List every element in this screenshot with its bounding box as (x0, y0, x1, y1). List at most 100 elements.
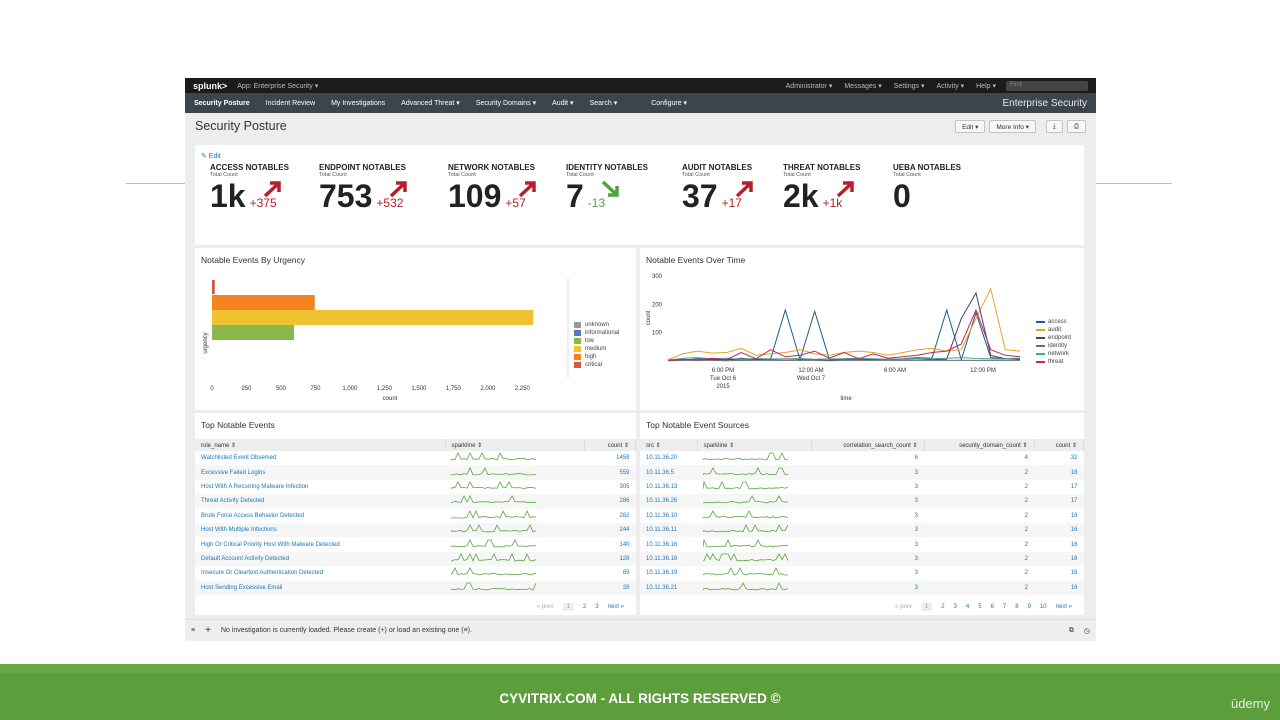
rule-name-link[interactable]: Host Sending Excessive Email (195, 580, 445, 595)
correlation-count-cell[interactable]: 3 (914, 512, 918, 519)
nav-configure[interactable]: Configure ▾ (651, 100, 688, 107)
activity-menu[interactable]: Activity ▾ (936, 82, 965, 90)
table-row[interactable]: High Or Critical Priority Host With Malw… (195, 537, 636, 551)
count-cell[interactable]: 244 (584, 522, 636, 538)
count-cell[interactable]: 305 (619, 483, 630, 490)
rule-name-link[interactable]: Excessive Failed Logins (195, 465, 445, 480)
menu-icon[interactable]: ≡ (191, 627, 196, 634)
bar-critical[interactable] (212, 280, 215, 294)
nav-incident-review[interactable]: Incident Review (265, 99, 316, 107)
count-cell[interactable]: 18 (1034, 465, 1084, 480)
app-selector[interactable]: App: Enterprise Security ▾ (237, 82, 319, 90)
count-cell[interactable]: 559 (584, 465, 636, 480)
count-cell[interactable]: 16 (1034, 580, 1084, 595)
correlation-count-cell[interactable]: 3 (914, 541, 918, 548)
rule-name-link[interactable]: Brute Force Access Behavior Detected (201, 512, 305, 519)
legend-item[interactable]: identity (1036, 342, 1071, 350)
count-cell[interactable]: 16 (1070, 541, 1078, 548)
correlation-count-cell[interactable]: 6 (914, 455, 918, 462)
kpi-identity[interactable]: IDENTITY NOTABLES Total Count 7 -13 (566, 163, 648, 212)
correlation-count-cell[interactable]: 3 (811, 465, 924, 480)
correlation-count-cell[interactable]: 3 (914, 483, 918, 490)
legend-item[interactable]: medium (574, 345, 619, 353)
count-cell[interactable]: 69 (622, 570, 630, 577)
page-link[interactable]: 9 (1027, 604, 1031, 610)
series-threat[interactable] (667, 308, 1021, 361)
correlation-count-cell[interactable]: 3 (914, 570, 918, 577)
settings-menu[interactable]: Settings ▾ (893, 82, 925, 90)
count-cell[interactable]: 16 (1034, 522, 1084, 538)
domain-count-cell[interactable]: 2 (924, 522, 1034, 538)
nav-my-investigations[interactable]: My Investigations (331, 99, 386, 107)
splunk-logo[interactable]: splunk> (193, 80, 228, 91)
clock-icon[interactable]: ◷ (1083, 627, 1090, 635)
rule-name-link[interactable]: High Or Critical Priority Host With Malw… (201, 541, 340, 548)
domain-count-cell[interactable]: 2 (1024, 541, 1028, 548)
src-link[interactable]: 10.11.36.19 (646, 570, 678, 577)
legend-item[interactable]: unknown (574, 321, 619, 329)
col-security-domain-count[interactable]: security_domain_count ⇕ (924, 439, 1035, 451)
nav-security-domains[interactable]: Security Domains ▾ (475, 100, 537, 107)
table-row[interactable]: Excessive Failed Logins 559 (195, 465, 636, 480)
table-row[interactable]: Host Sending Excessive Email 28 (195, 580, 636, 595)
count-cell[interactable]: 16 (1070, 512, 1078, 519)
rule-name-link[interactable]: Host With A Recurring Malware Infection (201, 483, 309, 490)
domain-count-cell[interactable]: 4 (1024, 455, 1028, 462)
table-row[interactable]: 10.11.36.26 3 2 17 (640, 494, 1084, 509)
table-row[interactable]: 10.11.36.11 3 2 16 (640, 522, 1084, 538)
edit-indicators-link[interactable]: ✎ Edit (201, 153, 221, 160)
page-link[interactable]: 4 (965, 604, 970, 610)
rule-name-link[interactable]: Threat Activity Detected (195, 494, 445, 509)
table-row[interactable]: Insecure Or Cleartext Authentication Det… (195, 566, 636, 580)
domain-count-cell[interactable]: 2 (1024, 570, 1028, 577)
series-endpoint[interactable] (667, 291, 1021, 361)
count-cell[interactable]: 286 (584, 494, 636, 509)
table-row[interactable]: 10.11.36.16 3 2 16 (640, 537, 1084, 551)
legend-item[interactable]: endpoint (1036, 334, 1071, 342)
correlation-count-cell[interactable]: 3 (811, 551, 924, 567)
page-link[interactable]: 8 (1015, 604, 1019, 610)
messages-menu[interactable]: Messages ▾ (844, 82, 882, 90)
series-network[interactable] (667, 357, 1021, 361)
legend-item[interactable]: audit (1036, 326, 1071, 334)
correlation-count-cell[interactable]: 3 (811, 580, 924, 595)
col-correlation-search-count[interactable]: correlation_search_count ⇕ (811, 439, 925, 451)
src-link[interactable]: 10.11.36.26 (640, 494, 697, 509)
domain-count-cell[interactable]: 2 (1024, 512, 1028, 519)
legend-item[interactable]: network (1036, 350, 1071, 358)
page-link[interactable]: 2 (941, 604, 945, 610)
table-row[interactable]: Watchlisted Event Observed 1459 (195, 451, 636, 465)
kpi-ueba[interactable]: UEBA NOTABLES Total Count 0 (893, 163, 961, 212)
col-rule-name[interactable]: rule_name ⇕ (195, 439, 446, 451)
find-input[interactable]: Find (1006, 80, 1088, 91)
table-row[interactable]: 10.11.36.13 3 2 17 (640, 480, 1084, 494)
domain-count-cell[interactable]: 2 (924, 494, 1034, 509)
count-cell[interactable]: 17 (1070, 483, 1078, 490)
legend-item[interactable]: informational (574, 329, 619, 337)
col-sparkline[interactable]: sparkline ⇕ (445, 439, 585, 451)
col-count[interactable]: count ⇕ (584, 439, 636, 451)
page-link[interactable]: 6 (990, 604, 994, 610)
page-link[interactable]: 7 (1002, 604, 1007, 610)
src-link[interactable]: 10.11.36.11 (640, 522, 697, 538)
rule-name-link[interactable]: Watchlisted Event Observed (201, 455, 277, 462)
src-link[interactable]: 10.11.36.20 (646, 455, 678, 462)
count-cell[interactable]: 28 (584, 580, 636, 595)
count-cell[interactable]: 282 (619, 512, 630, 519)
help-menu[interactable]: Help ▾ (976, 82, 996, 90)
table-row[interactable]: 10.11.36.20 6 4 32 (640, 451, 1084, 465)
table-row[interactable]: Host With A Recurring Malware Infection 3… (195, 480, 636, 494)
export-button[interactable]: ⤓ (1045, 119, 1063, 133)
series-identity[interactable] (667, 359, 1020, 362)
domain-count-cell[interactable]: 2 (1024, 483, 1028, 490)
nav-advanced-threat[interactable]: Advanced Threat ▾ (401, 100, 460, 107)
src-link[interactable]: 10.11.36.18 (640, 551, 697, 567)
count-cell[interactable]: 16 (1034, 551, 1084, 567)
legend-item[interactable]: access (1036, 318, 1071, 326)
count-cell[interactable]: 17 (1034, 494, 1084, 509)
correlation-count-cell[interactable]: 3 (811, 494, 924, 509)
table-row[interactable]: Threat Activity Detected 286 (195, 494, 636, 509)
page-link[interactable]: 10 (1039, 604, 1047, 610)
count-cell[interactable]: 32 (1070, 455, 1078, 462)
series-audit[interactable] (667, 287, 1021, 361)
